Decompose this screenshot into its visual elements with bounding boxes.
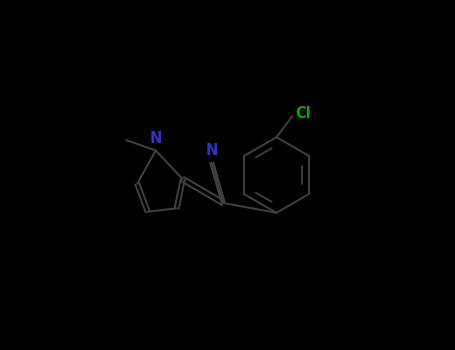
Text: N: N — [206, 143, 218, 158]
Text: N: N — [150, 131, 162, 146]
Text: Cl: Cl — [295, 106, 311, 121]
